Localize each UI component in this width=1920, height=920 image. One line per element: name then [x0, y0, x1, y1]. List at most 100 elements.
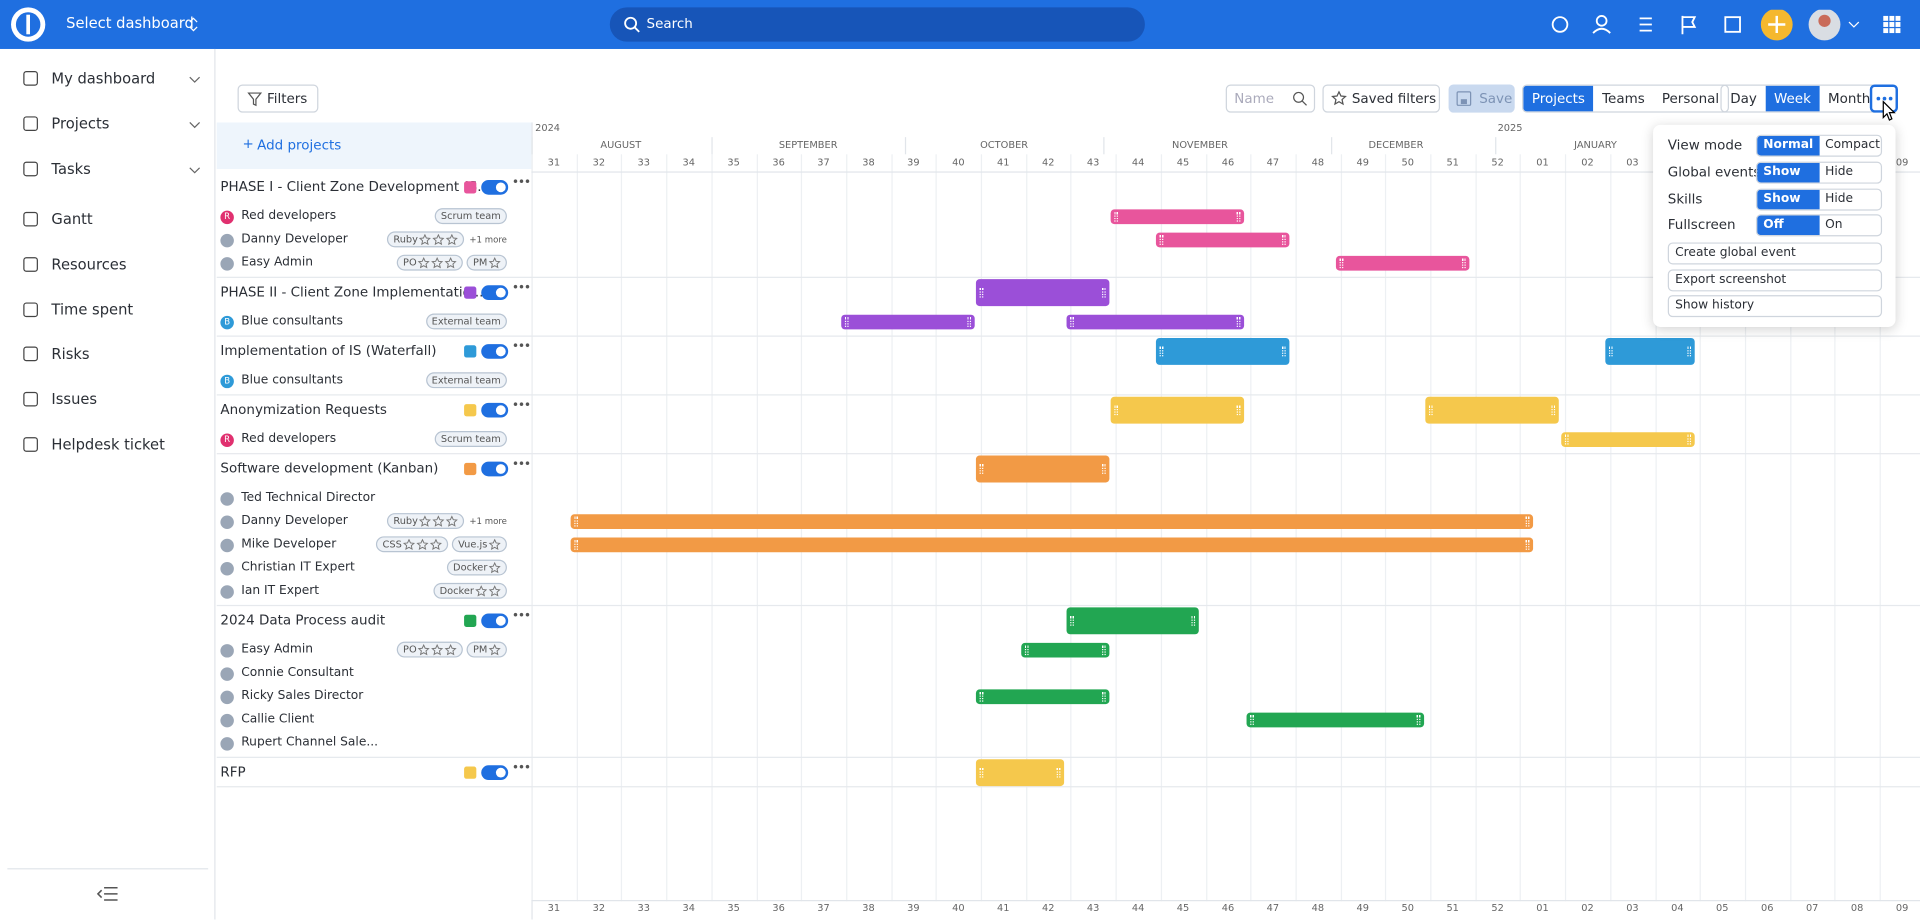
project-toggle[interactable]	[481, 613, 509, 629]
bar-handle[interactable]	[979, 464, 984, 474]
sidebar-item[interactable]: Projects	[51, 115, 110, 133]
project-toggle[interactable]	[481, 765, 509, 781]
project-menu[interactable]: •••	[511, 761, 531, 776]
sidebar-item[interactable]: Tasks	[51, 160, 91, 178]
bar-handle[interactable]	[1159, 346, 1164, 357]
gantt-bar[interactable]	[975, 455, 1110, 483]
bar-handle[interactable]	[1282, 235, 1286, 245]
sidebar-item[interactable]: Risks	[51, 345, 90, 363]
segment-option[interactable]: Day	[1730, 90, 1757, 107]
bar-handle[interactable]	[1551, 405, 1556, 416]
gantt-bar[interactable]	[1605, 337, 1695, 365]
project-name[interactable]: RFP	[220, 764, 246, 781]
gantt-bar[interactable]	[1335, 255, 1470, 271]
bar-handle[interactable]	[1687, 346, 1692, 357]
gantt-bar[interactable]	[1155, 232, 1290, 248]
bar-handle[interactable]	[844, 317, 849, 327]
name-input[interactable]: Name	[1225, 84, 1316, 113]
project-name[interactable]: Software development (Kanban)	[220, 460, 439, 477]
bar-handle[interactable]	[1114, 405, 1118, 416]
segment-option[interactable]: Projects	[1523, 85, 1594, 112]
sidebar-item[interactable]: Time spent	[51, 301, 134, 319]
option-choice[interactable]: Hide	[1825, 165, 1854, 179]
menu-action[interactable]: Export screenshot	[1667, 269, 1883, 292]
bar-handle[interactable]	[1236, 211, 1241, 222]
project-menu[interactable]: •••	[511, 457, 531, 472]
gantt-bar[interactable]	[1066, 314, 1245, 330]
project-name[interactable]: Implementation of IS (Waterfall)	[220, 342, 437, 359]
project-name[interactable]: PHASE I - Client Zone Development (S...	[220, 178, 491, 195]
project-name[interactable]: Anonymization Requests	[220, 401, 387, 418]
collapse-button[interactable]	[96, 885, 119, 902]
project-toggle[interactable]	[481, 461, 509, 477]
bar-handle[interactable]	[979, 691, 984, 702]
bar-handle[interactable]	[1462, 258, 1466, 269]
gantt-bar[interactable]	[570, 537, 1534, 553]
bar-handle[interactable]	[1102, 645, 1106, 656]
option-choice[interactable]: On	[1825, 218, 1843, 232]
bar-handle[interactable]	[1191, 615, 1196, 626]
gantt-bar[interactable]	[1246, 712, 1425, 728]
option-choice[interactable]: Off	[1757, 215, 1819, 236]
bar-handle[interactable]	[574, 540, 578, 550]
project-menu[interactable]: •••	[511, 340, 531, 354]
bar-handle[interactable]	[1070, 317, 1074, 327]
dashboard-select[interactable]: Select dashboard	[66, 14, 194, 32]
bar-handle[interactable]	[1250, 715, 1254, 725]
bar-handle[interactable]	[574, 516, 578, 527]
bar-handle[interactable]	[1525, 540, 1530, 550]
bar-handle[interactable]	[1608, 346, 1613, 357]
bar-handle[interactable]	[1564, 434, 1569, 445]
bar-handle[interactable]	[1070, 615, 1074, 626]
project-menu[interactable]: •••	[511, 609, 531, 624]
segment-option[interactable]: Personal	[1661, 90, 1720, 107]
segment-option[interactable]: Week	[1765, 85, 1820, 112]
bar-handle[interactable]	[1236, 405, 1241, 416]
gantt-bar[interactable]	[1066, 607, 1199, 635]
more-skills[interactable]: +1 more	[469, 516, 507, 526]
option-choice[interactable]: Show	[1757, 189, 1819, 209]
bar-handle[interactable]	[1416, 715, 1421, 725]
gantt-bar[interactable]	[1110, 209, 1245, 225]
project-menu[interactable]: •••	[511, 399, 531, 413]
filters-button[interactable]: Filters	[237, 84, 319, 113]
bar-handle[interactable]	[1159, 235, 1164, 245]
sidebar-item[interactable]: My dashboard	[51, 69, 156, 87]
gantt-bar[interactable]	[1561, 432, 1695, 447]
project-menu[interactable]: •••	[511, 281, 531, 296]
bar-handle[interactable]	[1114, 211, 1118, 222]
bar-handle[interactable]	[1102, 287, 1106, 298]
bar-handle[interactable]	[967, 317, 972, 327]
sidebar-item[interactable]: Gantt	[51, 210, 93, 228]
project-toggle[interactable]	[481, 180, 509, 195]
project-toggle[interactable]	[481, 285, 509, 301]
gantt-bar[interactable]	[841, 314, 975, 330]
sidebar-item[interactable]: Issues	[51, 390, 98, 408]
segment-option[interactable]: Teams	[1602, 90, 1645, 107]
menu-action[interactable]: Show history	[1667, 295, 1883, 318]
project-toggle[interactable]	[481, 402, 509, 418]
gantt-bar[interactable]	[1110, 396, 1245, 424]
bar-handle[interactable]	[1525, 516, 1530, 527]
segment-option[interactable]: Month	[1828, 90, 1871, 107]
bar-handle[interactable]	[1282, 346, 1286, 357]
bar-handle[interactable]	[979, 767, 984, 778]
bar-handle[interactable]	[1102, 691, 1106, 702]
option-choice[interactable]: Show	[1757, 162, 1819, 183]
bar-handle[interactable]	[1428, 405, 1433, 416]
bar-handle[interactable]	[1236, 317, 1241, 327]
gantt-bar[interactable]	[975, 279, 1110, 307]
gantt-bar[interactable]	[1155, 337, 1290, 365]
bar-handle[interactable]	[1687, 434, 1692, 445]
add-projects-button[interactable]: Add projects	[257, 137, 342, 154]
gantt-bar[interactable]	[1425, 396, 1559, 424]
gantt-bar[interactable]	[975, 689, 1110, 705]
gantt-bar[interactable]	[975, 759, 1065, 787]
project-menu[interactable]: •••	[511, 176, 531, 190]
sidebar-item[interactable]: Helpdesk ticket	[51, 435, 165, 454]
project-name[interactable]: 2024 Data Process audit	[220, 612, 386, 629]
option-choice[interactable]: Hide	[1825, 191, 1854, 206]
save-button[interactable]: Save	[1448, 84, 1515, 113]
bar-handle[interactable]	[1339, 258, 1344, 269]
menu-action[interactable]: Create global event	[1667, 242, 1883, 265]
